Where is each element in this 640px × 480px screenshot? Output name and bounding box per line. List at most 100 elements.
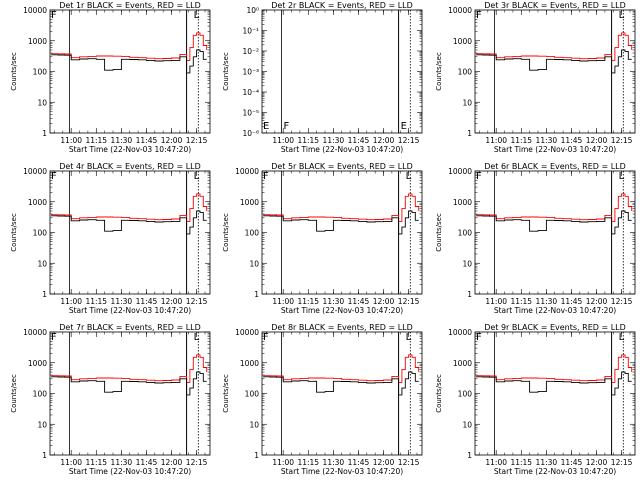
plot-frame [261, 331, 423, 456]
x-tick-label: 11:00 [60, 136, 82, 145]
series-events-line [263, 210, 419, 235]
x-tick-label: 11:30 [323, 458, 345, 467]
marker-letter: L [619, 10, 625, 21]
x-tick-label: 11:15 [297, 136, 319, 145]
y-tick-label: 100 [245, 229, 260, 238]
plot-frame [474, 170, 636, 295]
y-tick-label: 10000 [235, 328, 259, 337]
y-tick-label: 100 [245, 390, 260, 399]
x-tick-label: 11:00 [272, 458, 294, 467]
x-tick-label: 11:15 [510, 458, 532, 467]
y-tick-label: 10⁻² [242, 47, 259, 56]
y-tick-label: 10 [37, 259, 47, 268]
x-tick-label: 12:00 [586, 458, 608, 467]
x-axis-label: Start Time (22-Nov-03 10:47:20) [69, 467, 191, 476]
x-tick-label: 11:00 [485, 297, 507, 306]
x-tick-label: 11:15 [85, 297, 107, 306]
marker-letter: L [194, 171, 200, 182]
y-tick-label: 10⁻⁶ [242, 129, 259, 138]
marker-letter: E [401, 121, 407, 132]
x-tick-label: 12:00 [586, 136, 608, 145]
y-tick-label: 1000 [453, 37, 472, 46]
x-tick-label: 11:15 [510, 136, 532, 145]
chart-title: Det 4r BLACK = Events, RED = LLD [59, 162, 201, 171]
marker-letter: F [284, 121, 290, 132]
x-tick-label: 11:00 [60, 297, 82, 306]
x-tick-label: 12:00 [161, 297, 183, 306]
y-tick-label: 100 [33, 68, 48, 77]
y-axis-label: Counts/sec [10, 52, 18, 91]
y-axis-label: Counts/sec [222, 374, 230, 413]
plot-frame [49, 170, 211, 295]
x-tick-label: 11:30 [111, 136, 133, 145]
y-tick-label: 10 [37, 420, 47, 429]
y-tick-label: 10000 [448, 167, 472, 176]
x-tick-label: 11:30 [536, 297, 558, 306]
chart-panel: Det 4r BLACK = Events, RED = LLD 1 10 100 10… [10, 162, 211, 315]
series-events-line [51, 210, 207, 235]
marker-letter: F [476, 10, 482, 21]
y-tick-label: 1000 [28, 198, 47, 207]
y-tick-label: 100 [458, 68, 473, 77]
series-lld-line [51, 32, 208, 61]
marker-letter: F [263, 171, 269, 182]
x-tick-label: 12:15 [398, 297, 420, 306]
chart-title: Det 1r BLACK = Events, RED = LLD [59, 1, 201, 10]
x-tick-label: 11:45 [561, 136, 583, 145]
x-tick-label: 11:30 [536, 458, 558, 467]
plot-frame [49, 9, 211, 134]
y-tick-label: 1000 [453, 198, 472, 207]
marker-letter: L [406, 171, 412, 182]
x-tick-label: 11:30 [536, 136, 558, 145]
x-tick-label: 11:45 [136, 136, 158, 145]
y-tick-label: 10 [462, 259, 472, 268]
x-tick-label: 11:45 [561, 297, 583, 306]
y-tick-label: 1000 [453, 359, 472, 368]
x-axis-label: Start Time (22-Nov-03 10:47:20) [494, 467, 616, 476]
plot-frame [49, 331, 211, 456]
plot-frame [474, 331, 636, 456]
y-tick-label: 1000 [240, 198, 259, 207]
chart-title: Det 7r BLACK = Events, RED = LLD [59, 323, 201, 332]
x-tick-label: 11:30 [111, 458, 133, 467]
y-tick-label: 10⁻⁵ [242, 109, 259, 118]
chart-panel: Det 3r BLACK = Events, RED = LLD 1 10 100 10… [435, 1, 636, 154]
y-tick-label: 10⁻¹ [242, 27, 259, 36]
chart-title: Det 9r BLACK = Events, RED = LLD [484, 323, 626, 332]
x-axis-label: Start Time (22-Nov-03 10:47:20) [281, 145, 403, 154]
chart-panel: Det 5r BLACK = Events, RED = LLD 1 10 100 10… [222, 162, 423, 315]
y-tick-label: 100 [33, 229, 48, 238]
chart-panel: Det 9r BLACK = Events, RED = LLD 1 10 100 10… [435, 323, 636, 476]
y-tick-label: 1 [42, 129, 47, 138]
x-tick-label: 11:00 [272, 297, 294, 306]
y-tick-label: 10 [462, 420, 472, 429]
x-tick-label: 12:00 [373, 458, 395, 467]
x-tick-label: 12:15 [611, 458, 633, 467]
plot-frame [261, 9, 423, 134]
series-lld-line [51, 193, 208, 222]
y-tick-label: 10⁻⁴ [242, 88, 259, 97]
x-tick-label: 11:00 [485, 136, 507, 145]
y-tick-label: 10⁰ [246, 6, 259, 15]
chart-title: Det 8r BLACK = Events, RED = LLD [271, 323, 413, 332]
x-tick-label: 11:00 [485, 458, 507, 467]
x-tick-label: 12:00 [586, 297, 608, 306]
x-axis-label: Start Time (22-Nov-03 10:47:20) [494, 145, 616, 154]
x-tick-label: 11:15 [85, 136, 107, 145]
x-tick-label: 11:45 [136, 458, 158, 467]
x-tick-label: 12:00 [373, 297, 395, 306]
y-tick-label: 1 [467, 290, 472, 299]
y-axis-label: Counts/sec [435, 374, 443, 413]
x-tick-label: 11:15 [297, 297, 319, 306]
x-axis-label: Start Time (22-Nov-03 10:47:20) [494, 306, 616, 315]
x-tick-label: 12:00 [373, 136, 395, 145]
series-lld-line [476, 32, 633, 61]
x-tick-label: 12:15 [611, 297, 633, 306]
series-lld-line [263, 354, 420, 383]
y-tick-label: 1 [42, 290, 47, 299]
x-tick-label: 11:00 [272, 136, 294, 145]
x-tick-label: 11:15 [297, 458, 319, 467]
x-axis-label: Start Time (22-Nov-03 10:47:20) [69, 145, 191, 154]
y-tick-label: 10 [37, 98, 47, 107]
